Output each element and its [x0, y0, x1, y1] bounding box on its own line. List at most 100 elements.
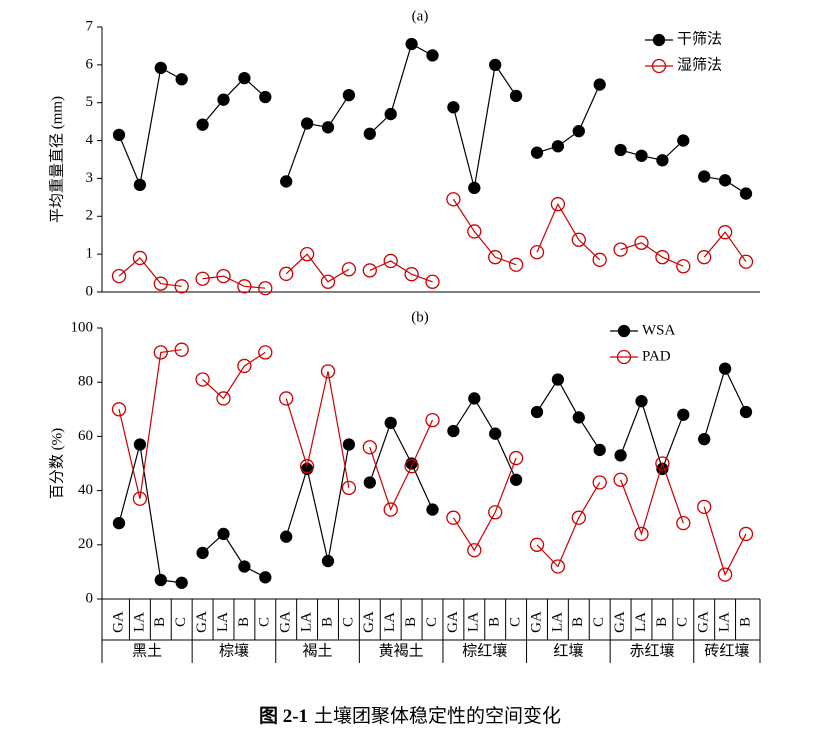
legend-label: WSA: [642, 322, 676, 338]
marker: [299, 246, 315, 262]
marker: [112, 128, 126, 142]
marker: [447, 424, 460, 438]
marker: [300, 117, 314, 130]
marker: [426, 503, 439, 516]
marker: [571, 510, 586, 525]
marker: [697, 250, 712, 265]
marker: [111, 268, 127, 284]
x-tick-label: GA: [110, 611, 126, 633]
marker: [614, 449, 627, 462]
marker: [529, 245, 545, 260]
series-line: [118, 349, 182, 499]
x-tick-label: C: [675, 617, 691, 627]
y-tick-label: 20: [78, 536, 93, 552]
series-line: [452, 397, 517, 481]
marker: [426, 49, 439, 62]
marker: [258, 281, 273, 296]
marker: [572, 411, 585, 424]
x-tick-label: LA: [466, 612, 482, 632]
caption-label: 图 2-1: [259, 705, 308, 727]
marker: [550, 197, 566, 212]
legend-label: PAD: [642, 348, 671, 364]
marker: [446, 192, 461, 207]
marker: [614, 143, 627, 157]
marker: [216, 391, 231, 406]
marker: [404, 267, 419, 282]
marker: [133, 178, 147, 192]
marker: [425, 274, 440, 289]
marker: [572, 124, 585, 138]
marker: [593, 443, 606, 457]
series-line: [369, 419, 434, 512]
series-line: [620, 399, 684, 471]
group-label: 砖红壤: [704, 641, 749, 659]
x-tick-label: B: [570, 617, 586, 627]
group-label: 赤红壤: [629, 641, 674, 659]
marker: [196, 118, 209, 131]
marker: [321, 121, 335, 134]
marker: [216, 268, 231, 284]
group-label: 黄褐土: [379, 642, 424, 659]
marker: [489, 427, 502, 440]
marker: [613, 472, 628, 487]
marker: [280, 175, 293, 188]
legend-marker: [617, 324, 631, 338]
series-line: [202, 351, 266, 400]
marker: [634, 235, 649, 250]
marker: [279, 391, 294, 406]
x-tick-label: GA: [612, 611, 628, 633]
marker: [383, 253, 398, 269]
y-tick-label: 5: [86, 94, 94, 110]
marker: [174, 279, 189, 294]
marker: [738, 254, 754, 269]
marker: [425, 412, 440, 428]
series-line: [620, 140, 684, 161]
marker: [111, 402, 127, 417]
x-tick-label: LA: [131, 612, 147, 632]
x-tick-label: GA: [696, 611, 712, 633]
group-label: 褐土: [303, 642, 333, 659]
x-tick-label: C: [508, 617, 524, 627]
marker: [613, 242, 628, 257]
series-line: [285, 444, 350, 562]
x-tick-label: GA: [528, 611, 544, 633]
series-line: [703, 366, 747, 440]
marker: [551, 373, 565, 386]
legend-marker: [652, 33, 666, 47]
marker: [383, 502, 398, 517]
panel-title: (a): [412, 8, 429, 24]
series-line: [452, 457, 517, 552]
legend-label: 湿筛法: [677, 56, 722, 73]
marker: [299, 459, 315, 474]
legend-label: 干筛法: [677, 30, 722, 47]
series-line: [620, 242, 684, 267]
marker: [467, 224, 482, 239]
marker: [676, 259, 691, 274]
marker: [676, 515, 691, 531]
marker: [237, 358, 252, 374]
x-tick-label: LA: [633, 612, 649, 632]
marker: [321, 554, 335, 568]
series-line: [285, 94, 350, 182]
series-line: [118, 444, 182, 584]
group-label: 黑土: [132, 642, 162, 659]
marker: [342, 88, 356, 102]
marker: [174, 342, 189, 357]
marker: [217, 527, 230, 541]
marker: [593, 78, 606, 91]
y-tick-label: 0: [86, 283, 94, 299]
y-tick-label: 100: [71, 319, 94, 335]
marker: [677, 134, 690, 147]
series-line: [285, 371, 350, 488]
marker: [259, 571, 272, 584]
series-line: [202, 77, 266, 126]
marker: [635, 395, 648, 408]
marker: [739, 187, 753, 200]
x-tick-label: C: [591, 617, 607, 627]
marker: [133, 438, 147, 451]
x-tick-label: C: [424, 617, 440, 627]
marker: [363, 127, 376, 140]
marker: [259, 90, 272, 104]
marker: [154, 61, 167, 75]
